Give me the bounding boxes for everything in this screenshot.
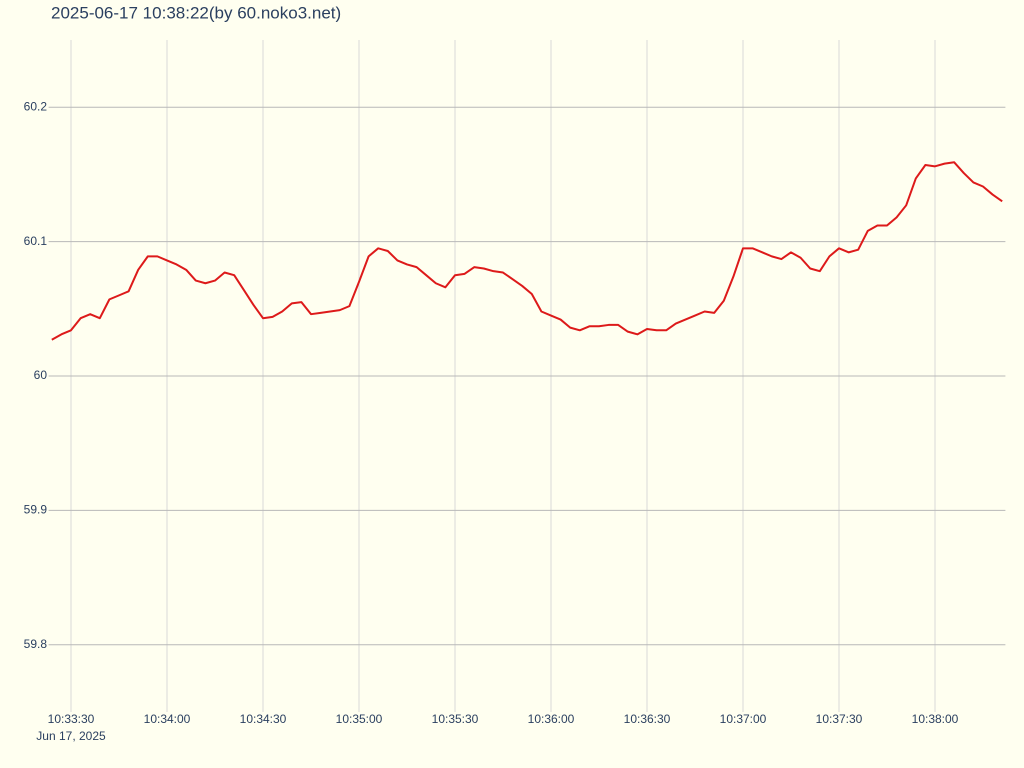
x-tick-label: 10:33:30	[48, 712, 95, 726]
x-tick-label: 10:34:30	[240, 712, 287, 726]
x-tick-label: 10:38:00	[912, 712, 959, 726]
y-tick-label: 60.1	[24, 234, 48, 248]
y-tick-label: 60	[34, 368, 48, 382]
x-tick-label: 10:37:30	[816, 712, 863, 726]
x-tick-label: 10:34:00	[144, 712, 191, 726]
x-date-label: Jun 17, 2025	[36, 729, 106, 743]
x-tick-label: 10:35:00	[336, 712, 383, 726]
chart-title: 2025-06-17 10:38:22(by 60.noko3.net)	[51, 3, 341, 22]
x-tick-label: 10:36:00	[528, 712, 575, 726]
data-line	[51, 161, 1003, 341]
y-tick-label: 60.2	[24, 99, 48, 113]
x-tick-label: 10:37:00	[720, 712, 767, 726]
x-tick-label: 10:35:30	[432, 712, 479, 726]
y-tick-label: 59.8	[24, 637, 48, 651]
y-tick-label: 59.9	[24, 503, 48, 517]
x-tick-label: 10:36:30	[624, 712, 671, 726]
